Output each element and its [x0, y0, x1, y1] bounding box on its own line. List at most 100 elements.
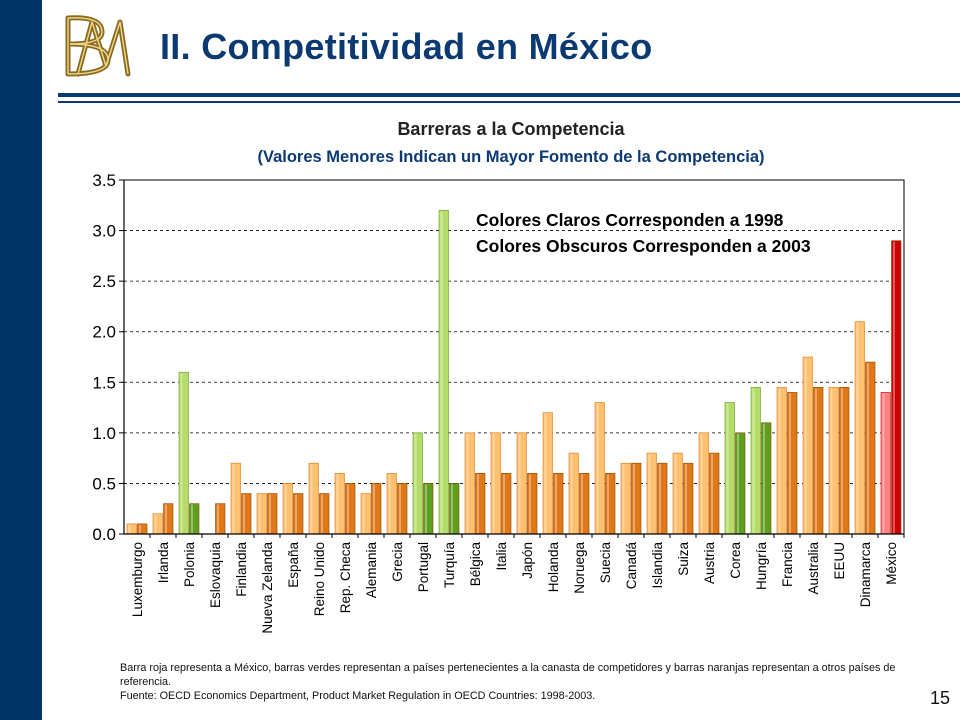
y-tick-label: 3.5	[92, 171, 116, 190]
bar-highlight	[284, 484, 287, 533]
bar-1998	[126, 523, 137, 535]
x-category-label: Alemania	[364, 542, 379, 599]
x-category-label: Portugal	[416, 542, 431, 592]
bar-1998	[594, 402, 605, 535]
bar-highlight	[752, 388, 755, 533]
x-category-label: Bélgica	[468, 542, 483, 587]
bar-highlight	[154, 514, 157, 533]
bar-highlight	[789, 393, 791, 533]
bar-highlight	[139, 524, 141, 533]
x-category-label: Australia	[806, 542, 821, 595]
bar-1998	[334, 473, 345, 535]
y-tick-label: 0.5	[92, 474, 116, 493]
bar-highlight	[856, 322, 859, 533]
y-tick-label: 0.0	[92, 525, 116, 544]
bar-1998	[308, 462, 319, 535]
x-category-label: España	[286, 542, 301, 588]
title-rule-thin	[58, 101, 960, 103]
x-category-label: Polonia	[182, 542, 197, 588]
bar-highlight	[555, 474, 557, 533]
bar-highlight	[258, 494, 261, 533]
x-category-label: Rep. Checa	[338, 542, 353, 614]
bar-highlight	[466, 433, 469, 533]
bar-highlight	[622, 464, 625, 533]
bar-highlight	[518, 433, 521, 533]
x-category-label: Grecia	[390, 542, 405, 582]
bar-1998	[516, 432, 527, 535]
bar-2003	[657, 462, 668, 535]
y-tick-label: 1.5	[92, 373, 116, 392]
bar-1998	[230, 462, 241, 535]
bar-1998	[412, 432, 423, 535]
bar-highlight	[321, 494, 323, 533]
bar-highlight	[399, 484, 401, 533]
bar-highlight	[841, 388, 843, 533]
bar-highlight	[310, 464, 313, 533]
slide-title: II. Competitividad en México	[160, 26, 653, 67]
x-category-label: Corea	[728, 542, 743, 579]
bm-logo-icon	[65, 15, 131, 77]
bar-highlight	[336, 474, 339, 533]
bar-2003	[397, 483, 408, 535]
bar-highlight	[165, 504, 167, 533]
bar-1998	[282, 483, 293, 535]
x-category-label: Dinamarca	[858, 542, 873, 608]
x-category-label: Holanda	[546, 542, 561, 593]
bar-2003	[839, 387, 850, 535]
bar-highlight	[295, 494, 297, 533]
bar-highlight	[232, 464, 235, 533]
bar-2003	[163, 503, 174, 535]
bar-highlight	[648, 454, 651, 533]
bar-highlight	[492, 433, 495, 533]
bar-2003	[371, 483, 382, 535]
x-category-label: Italia	[494, 542, 509, 571]
bar-1998	[854, 321, 865, 535]
bar-highlight	[217, 504, 219, 533]
bar-highlight	[867, 363, 869, 533]
bar-2003	[267, 493, 278, 535]
bar-highlight	[128, 524, 131, 533]
bar-1998	[386, 473, 397, 535]
bar-highlight	[373, 484, 375, 533]
bar-2003	[683, 462, 694, 535]
x-category-label: Luxemburgo	[130, 542, 145, 617]
bar-2003	[189, 503, 200, 535]
x-category-label: México	[884, 542, 899, 585]
chart-legend-note: Colores Claros Corresponden a 1998 Color…	[476, 207, 811, 259]
bar-2003	[293, 493, 304, 535]
bar-1998	[568, 452, 579, 535]
x-category-label: Noruega	[572, 542, 587, 594]
x-category-label: Islandia	[650, 542, 665, 589]
bar-1998	[776, 387, 787, 535]
bar-2003	[475, 473, 486, 535]
bar-highlight	[607, 474, 609, 533]
bar-highlight	[440, 211, 443, 534]
footnote-source: Fuente: OECD Economics Department, Produ…	[120, 690, 596, 702]
plot-area	[123, 179, 905, 535]
bar-1998	[360, 493, 371, 535]
bar-highlight	[477, 474, 479, 533]
bar-2003	[579, 473, 590, 535]
bar-highlight	[804, 358, 807, 533]
x-category-label: EEUU	[832, 542, 847, 580]
bar-highlight	[451, 484, 453, 533]
bar-1998	[698, 432, 709, 535]
legend-line-1998: Colores Claros Corresponden a 1998	[476, 210, 784, 230]
bar-1998	[438, 210, 449, 535]
bar-highlight	[425, 484, 427, 533]
legend-line-2003: Colores Obscuros Corresponden a 2003	[476, 236, 811, 256]
bar-highlight	[503, 474, 505, 533]
bar-highlight	[243, 494, 245, 533]
bar-highlight	[581, 474, 583, 533]
bar-2003	[605, 473, 616, 535]
bar-1998	[724, 402, 735, 535]
chart-subtitle: (Valores Menores Indican un Mayor Foment…	[257, 148, 765, 166]
bar-highlight	[596, 403, 599, 533]
bar-2003	[709, 452, 720, 535]
x-category-label: Austria	[702, 542, 717, 585]
bar-1998	[620, 462, 631, 535]
bar-1998	[490, 432, 501, 535]
bar-highlight	[815, 388, 817, 533]
bar-1998	[672, 452, 683, 535]
bar-1998	[152, 513, 163, 535]
